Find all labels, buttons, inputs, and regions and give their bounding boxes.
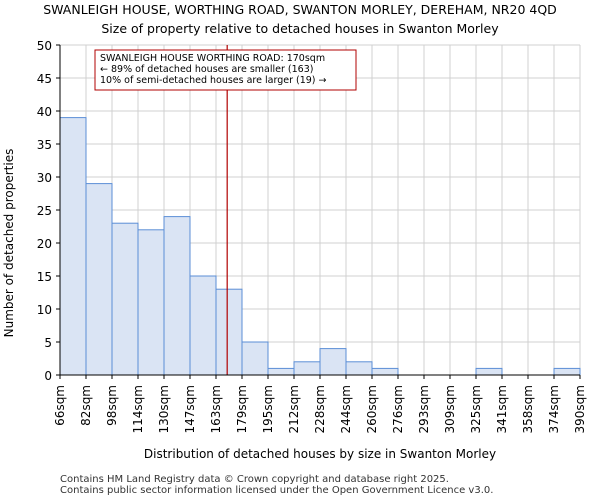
histogram-bar [371, 367, 399, 376]
histogram-bar [475, 367, 503, 376]
y-tick-label: 0 [44, 369, 52, 383]
annotation-line-2: ← 89% of detached houses are smaller (16… [100, 64, 313, 75]
x-tick-label: 309sqm [443, 385, 457, 433]
x-tick-label: 98sqm [105, 385, 119, 426]
histogram-bar [215, 288, 243, 376]
y-tick-label: 30 [37, 171, 52, 185]
x-tick-label: 358sqm [521, 385, 535, 433]
histogram-bar [85, 183, 113, 376]
x-tick-label: 195sqm [261, 385, 275, 433]
x-tick-label: 114sqm [131, 385, 145, 433]
x-tick-label: 163sqm [209, 385, 223, 433]
x-tick-label: 179sqm [235, 385, 249, 433]
footer-copyright: Contains HM Land Registry data © Crown c… [60, 474, 449, 485]
x-tick-label: 276sqm [391, 385, 405, 433]
y-tick-label: 15 [37, 270, 52, 284]
footer-licence: Contains public sector information licen… [60, 485, 494, 496]
x-tick-label: 82sqm [79, 385, 93, 426]
x-tick-label: 260sqm [365, 385, 379, 433]
x-tick-label: 130sqm [157, 385, 171, 433]
y-tick-label: 25 [37, 204, 52, 218]
x-tick-label: 374sqm [547, 385, 561, 433]
histogram-bar [345, 361, 373, 376]
x-tick-label: 293sqm [417, 385, 431, 433]
y-tick-label: 35 [37, 138, 52, 152]
y-tick-label: 5 [44, 336, 52, 350]
chart-title: SWANLEIGH HOUSE, WORTHING ROAD, SWANTON … [43, 2, 557, 17]
x-tick-label: 212sqm [287, 385, 301, 433]
histogram-bar [163, 216, 191, 376]
chart-subtitle: Size of property relative to detached ho… [101, 21, 499, 36]
x-tick-label: 325sqm [469, 385, 483, 433]
x-tick-label: 341sqm [495, 385, 509, 433]
histogram-bar [137, 229, 165, 376]
histogram-bar [111, 222, 139, 376]
y-tick-label: 45 [37, 72, 52, 86]
y-axis-label: Number of detached properties [2, 149, 16, 338]
histogram-bar [59, 117, 87, 376]
annotation-line-1: SWANLEIGH HOUSE WORTHING ROAD: 170sqm [100, 53, 325, 64]
x-tick-label: 147sqm [183, 385, 197, 433]
y-tick-label: 10 [37, 303, 52, 317]
annotation-box: SWANLEIGH HOUSE WORTHING ROAD: 170sqm ← … [94, 49, 357, 91]
y-tick-label: 50 [37, 39, 52, 53]
histogram-bar [267, 367, 295, 376]
x-tick-label: 66sqm [53, 385, 67, 426]
x-tick-label: 390sqm [573, 385, 587, 433]
y-tick-label: 20 [37, 237, 52, 251]
x-tick-label: 228sqm [313, 385, 327, 433]
x-tick-label: 244sqm [339, 385, 353, 433]
x-axis-label: Distribution of detached houses by size … [144, 447, 496, 461]
histogram-bar [189, 275, 217, 376]
histogram-bar [241, 341, 269, 376]
histogram-bar [319, 348, 347, 376]
annotation-line-3: 10% of semi-detached houses are larger (… [100, 75, 327, 86]
histogram-bar [553, 367, 581, 376]
y-tick-label: 40 [37, 105, 52, 119]
histogram-bar [293, 361, 321, 376]
